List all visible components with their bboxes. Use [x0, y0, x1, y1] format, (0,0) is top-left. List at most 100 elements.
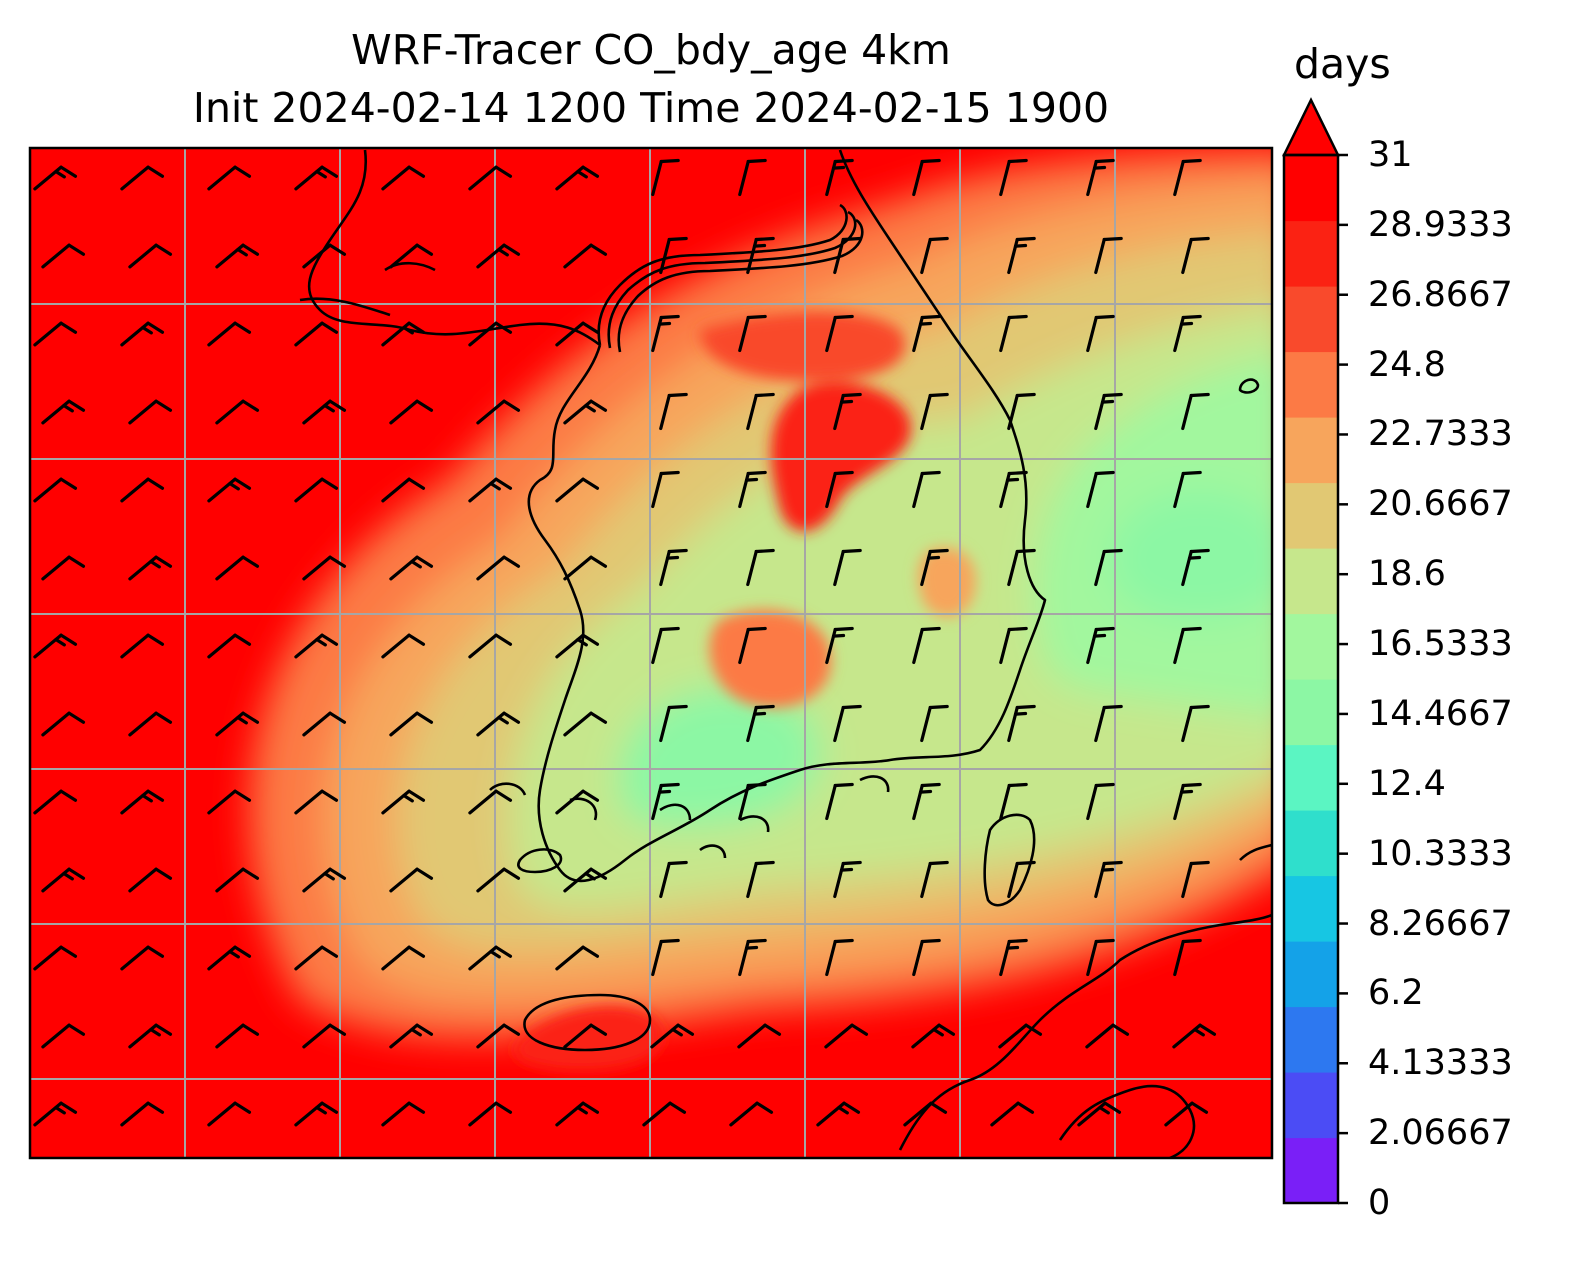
- colorbar-tick-label: 4.13333: [1368, 1043, 1513, 1084]
- wind-barb: [476, 711, 521, 737]
- colorbar-tick-label: 0: [1368, 1183, 1391, 1223]
- wind-barb: [468, 945, 513, 971]
- wind-barb: [389, 867, 434, 893]
- wind-barb: [389, 399, 434, 425]
- wind-barb: [381, 633, 426, 659]
- wind-barb: [555, 321, 600, 347]
- wind-barb: [651, 626, 680, 665]
- wind-barb: [1086, 158, 1115, 197]
- wind-barb: [207, 321, 252, 347]
- wind-barb: [998, 1023, 1043, 1049]
- wind-barb: [999, 938, 1028, 977]
- wind-barb: [207, 945, 252, 971]
- field-layer: [30, 148, 1272, 1158]
- wind-barb: [651, 938, 680, 977]
- wind-barb: [207, 1101, 252, 1127]
- wind-barb: [1007, 236, 1036, 275]
- wind-barb: [651, 314, 680, 353]
- wind-barb: [476, 399, 521, 425]
- wind-barb: [825, 314, 854, 353]
- coastline: [299, 261, 436, 317]
- colorbar-extend-arrow: [1281, 97, 1341, 157]
- wind-barb: [911, 1023, 956, 1049]
- wind-barb: [738, 158, 767, 197]
- colorbar-tick-label: 18.6: [1368, 554, 1446, 595]
- wind-barb: [563, 867, 608, 893]
- wind-barb: [990, 1101, 1035, 1127]
- wind-barb: [1085, 1023, 1130, 1049]
- wind-barb: [389, 243, 434, 269]
- wind-barb: [294, 633, 339, 659]
- colorbar-segment: [1284, 875, 1338, 942]
- wind-barb: [737, 1023, 782, 1049]
- wind-barb: [563, 243, 608, 269]
- wind-barb: [128, 711, 173, 737]
- wind-barb: [912, 470, 941, 509]
- wind-barb: [1094, 860, 1123, 899]
- colorbar-segment: [1284, 417, 1338, 484]
- wind-barb: [555, 633, 600, 659]
- wind-barb: [659, 548, 688, 587]
- wind-barb: [746, 392, 775, 431]
- wind-barb: [120, 1101, 165, 1127]
- wind-barb: [41, 867, 86, 893]
- wind-barb: [1086, 626, 1115, 665]
- wind-barb: [833, 548, 862, 587]
- wind-barb: [825, 470, 854, 509]
- wind-barb: [651, 158, 680, 197]
- wind-barb: [912, 314, 941, 353]
- coastline: [517, 848, 563, 874]
- wind-barb: [1094, 236, 1123, 275]
- wind-barb: [294, 945, 339, 971]
- wind-barb: [389, 711, 434, 737]
- wind-barb: [294, 165, 339, 191]
- wind-barb: [746, 704, 775, 743]
- wind-barb: [33, 477, 78, 503]
- wind-barb: [41, 243, 86, 269]
- wind-barb: [833, 704, 862, 743]
- wind-barb: [1007, 860, 1036, 899]
- wind-barb: [920, 860, 949, 899]
- wind-barb: [215, 243, 260, 269]
- wind-barb: [738, 938, 767, 977]
- wind-barb: [302, 399, 347, 425]
- wind-barb: [555, 477, 600, 503]
- wind-barb: [825, 938, 854, 977]
- wind-barb: [128, 243, 173, 269]
- wind-barb: [389, 555, 434, 581]
- colorbar-segment: [1284, 286, 1338, 353]
- colorbar-tick-label: 20.6667: [1368, 484, 1513, 525]
- wind-barb: [833, 392, 862, 431]
- map-title-line1: WRF-Tracer CO_bdy_age 4km: [351, 26, 951, 74]
- wind-barb: [555, 789, 600, 815]
- wind-barb: [816, 1101, 861, 1127]
- colorbar-segment: [1284, 1006, 1338, 1073]
- map-frame: [28, 146, 1274, 1160]
- colorbar-segment: [1284, 941, 1338, 1008]
- wind-barb: [563, 399, 608, 425]
- wind-barb: [824, 1023, 869, 1049]
- wind-barb: [302, 243, 347, 269]
- wind-barb: [999, 158, 1028, 197]
- wind-barb: [120, 477, 165, 503]
- wind-barb: [1086, 938, 1115, 977]
- wind-barb: [207, 789, 252, 815]
- colorbar-segment: [1284, 1137, 1338, 1204]
- wind-barb: [912, 782, 941, 821]
- wind-barb: [555, 945, 600, 971]
- map-title-line2: Init 2024-02-14 1200 Time 2024-02-15 190…: [192, 84, 1110, 132]
- wind-barb: [1173, 938, 1202, 977]
- wind-barb: [912, 158, 941, 197]
- wind-barb: [912, 626, 941, 665]
- wind-barb: [1094, 704, 1123, 743]
- wind-barb: [294, 477, 339, 503]
- colorbar-tick-label: 8.26667: [1368, 903, 1513, 944]
- wind-barb: [381, 165, 426, 191]
- wind-barb: [738, 626, 767, 665]
- wind-barb: [128, 399, 173, 425]
- colorbar-segment: [1284, 1072, 1338, 1139]
- wind-barb: [120, 165, 165, 191]
- wind-barb: [1173, 314, 1202, 353]
- wind-barb: [215, 867, 260, 893]
